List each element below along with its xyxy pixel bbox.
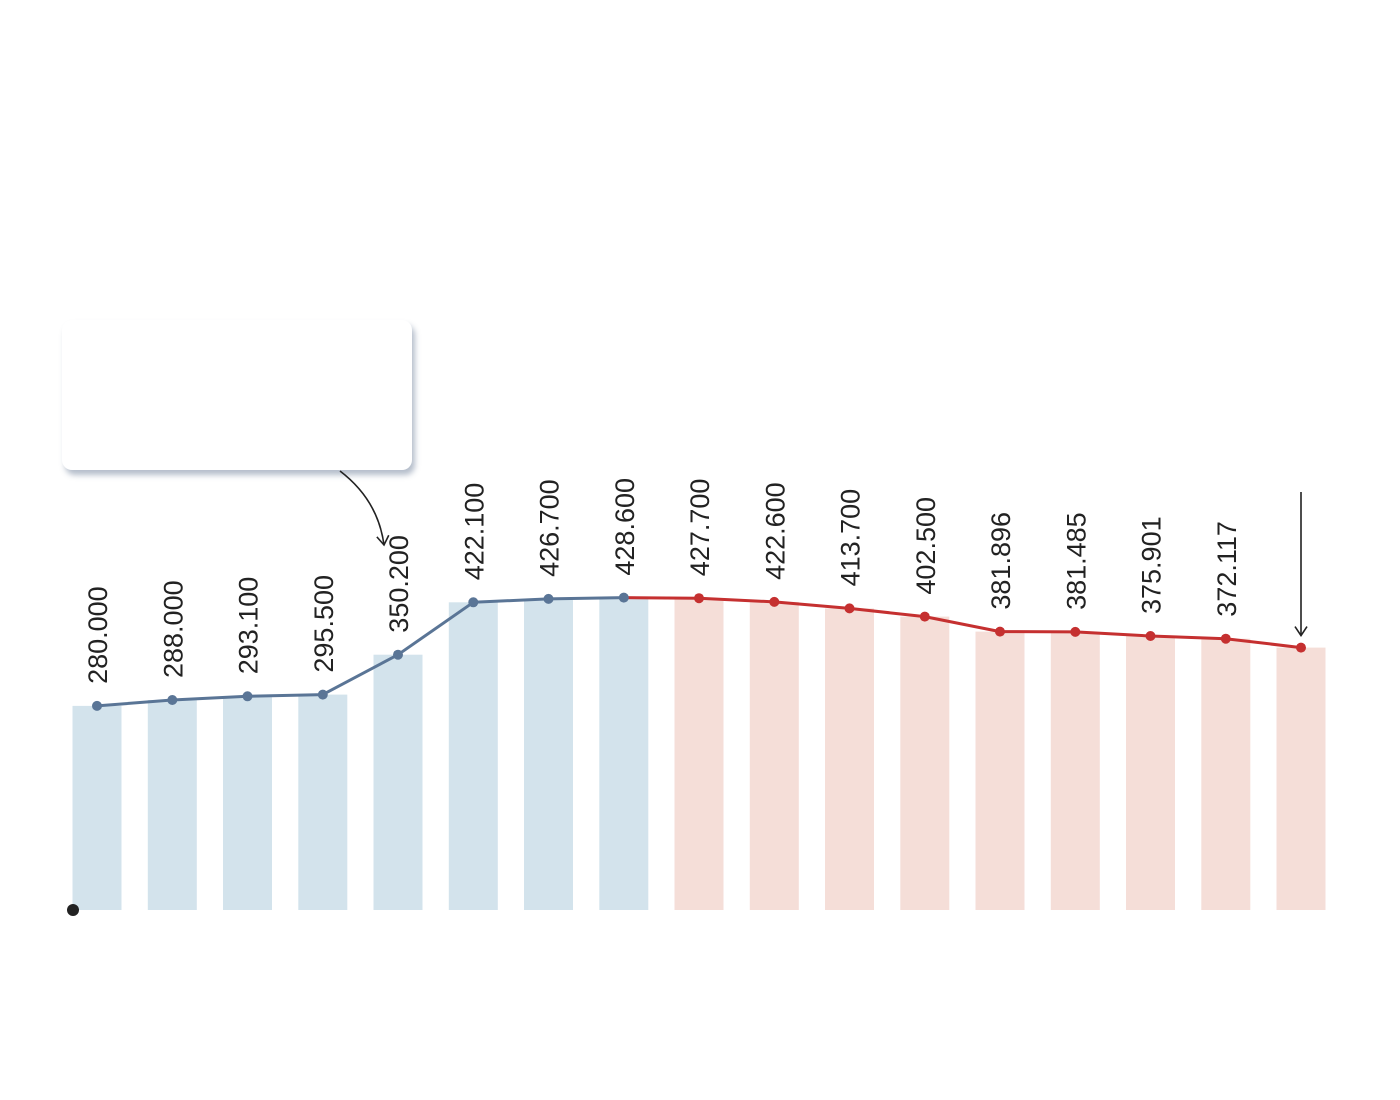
bar <box>524 598 573 910</box>
data-label: 295.500 <box>309 575 339 673</box>
bar <box>900 616 950 910</box>
bar <box>1050 631 1100 910</box>
data-label: 350.200 <box>384 535 414 633</box>
data-point <box>995 626 1005 637</box>
bar <box>1201 638 1251 910</box>
forecast-series-line <box>623 596 1302 650</box>
data-label: 426.700 <box>535 479 565 577</box>
data-point <box>844 603 855 614</box>
bar <box>975 631 1025 910</box>
data-label: 293.100 <box>234 577 264 675</box>
data-label: 288.000 <box>158 580 188 678</box>
data-label: 413.700 <box>836 489 866 587</box>
origin-dot <box>67 904 79 916</box>
data-point <box>769 596 780 607</box>
data-label: 280.000 <box>83 586 113 684</box>
bar <box>147 700 197 910</box>
data-label: 375.901 <box>1137 516 1167 614</box>
data-point <box>1145 631 1156 641</box>
bar <box>749 601 799 910</box>
data-point <box>1220 633 1231 644</box>
bar <box>599 597 649 910</box>
bar <box>1276 647 1326 910</box>
data-point <box>543 593 554 604</box>
data-label: 402.500 <box>911 497 941 595</box>
annotation-callout-box <box>62 320 412 470</box>
bar <box>72 705 122 910</box>
bar <box>674 598 724 910</box>
data-label: 381.896 <box>986 512 1016 610</box>
bar <box>825 608 874 910</box>
bar <box>223 696 272 910</box>
data-label: 422.600 <box>760 482 790 580</box>
bar <box>448 602 498 910</box>
data-point <box>1070 626 1081 637</box>
data-label: 428.600 <box>610 478 640 576</box>
data-point <box>167 695 178 705</box>
data-label: 427.700 <box>685 479 715 577</box>
bar <box>1126 636 1175 910</box>
data-point <box>468 597 479 608</box>
data-label: 422.100 <box>459 483 489 581</box>
bar <box>373 654 423 910</box>
actual-series-line <box>96 596 624 708</box>
data-point <box>242 691 253 702</box>
data-point <box>694 593 704 604</box>
data-label: 381.485 <box>1061 512 1091 610</box>
callout-arrow <box>339 470 390 547</box>
data-point <box>393 649 403 660</box>
data-label: 372.117 <box>1212 521 1242 617</box>
bar <box>298 694 348 910</box>
data-point <box>1296 642 1306 653</box>
data-point <box>317 689 328 700</box>
data-point <box>618 592 629 603</box>
data-point <box>92 700 102 711</box>
data-point <box>919 611 930 622</box>
